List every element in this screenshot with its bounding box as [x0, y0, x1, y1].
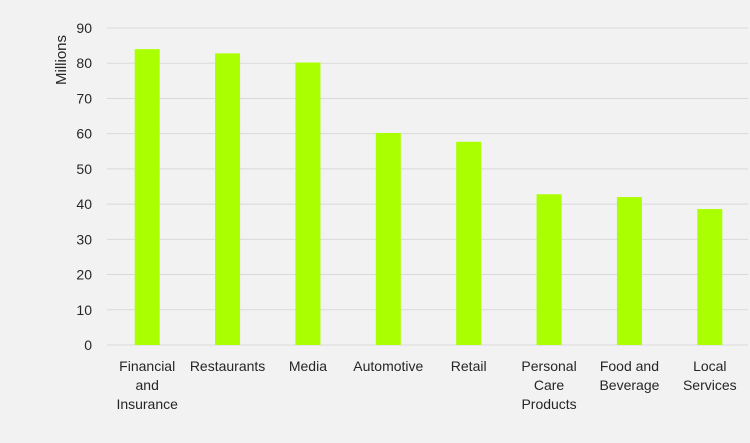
x-tick-label: Personal Care Products	[521, 358, 576, 412]
bars	[134, 49, 723, 346]
x-tick-label-line: Restaurants	[190, 358, 265, 374]
x-tick-label-line: Services	[683, 377, 737, 393]
y-tick-label: 70	[76, 90, 92, 106]
y-tick-label: 0	[84, 337, 92, 353]
x-tick-label-line: Local	[693, 358, 726, 374]
x-tick-label-line: Products	[521, 396, 576, 412]
y-tick-label: 40	[76, 196, 92, 212]
bar	[456, 141, 482, 345]
x-tick-label-line: Personal	[521, 358, 576, 374]
y-tick-label: 90	[76, 20, 92, 36]
x-tick-label: Automotive	[353, 358, 423, 374]
y-tick-label: 80	[76, 55, 92, 71]
x-tick-label: Food and Beverage	[599, 358, 659, 393]
y-tick-label: 10	[76, 302, 92, 318]
x-tick-label-line: Financial	[119, 358, 175, 374]
x-tick-label: Local Services	[683, 358, 737, 393]
x-tick-label: Retail	[451, 358, 487, 374]
bar	[536, 194, 562, 345]
y-axis-ticks: 0 10 20 30 40 50 60 70 80 90	[76, 20, 92, 353]
x-tick-label-line: Retail	[451, 358, 487, 374]
bar	[134, 49, 160, 346]
bar	[375, 132, 401, 345]
y-tick-label: 50	[76, 161, 92, 177]
bar	[697, 209, 723, 345]
x-tick-label: Media	[289, 358, 327, 374]
y-tick-label: 30	[76, 231, 92, 247]
x-tick-label: Restaurants	[190, 358, 265, 374]
x-tick-label-line: Care	[534, 377, 565, 393]
x-tick-label-line: and	[136, 377, 159, 393]
bar	[215, 53, 241, 346]
bar	[295, 62, 321, 346]
gridlines	[107, 27, 748, 346]
y-tick-label: 20	[76, 267, 92, 283]
x-tick-label-line: Automotive	[353, 358, 423, 374]
x-tick-label-line: Food and	[600, 358, 659, 374]
bar	[616, 197, 642, 345]
x-tick-label-line: Beverage	[599, 377, 659, 393]
y-tick-label: 60	[76, 126, 92, 142]
y-axis-title: Millions	[53, 35, 70, 85]
x-axis-labels: Financial and Insurance Restaurants Media Aut…	[116, 358, 736, 412]
x-tick-label-line: Insurance	[116, 396, 178, 412]
x-tick-label-line: Media	[289, 358, 327, 374]
x-tick-label: Financial and Insurance	[116, 358, 178, 412]
